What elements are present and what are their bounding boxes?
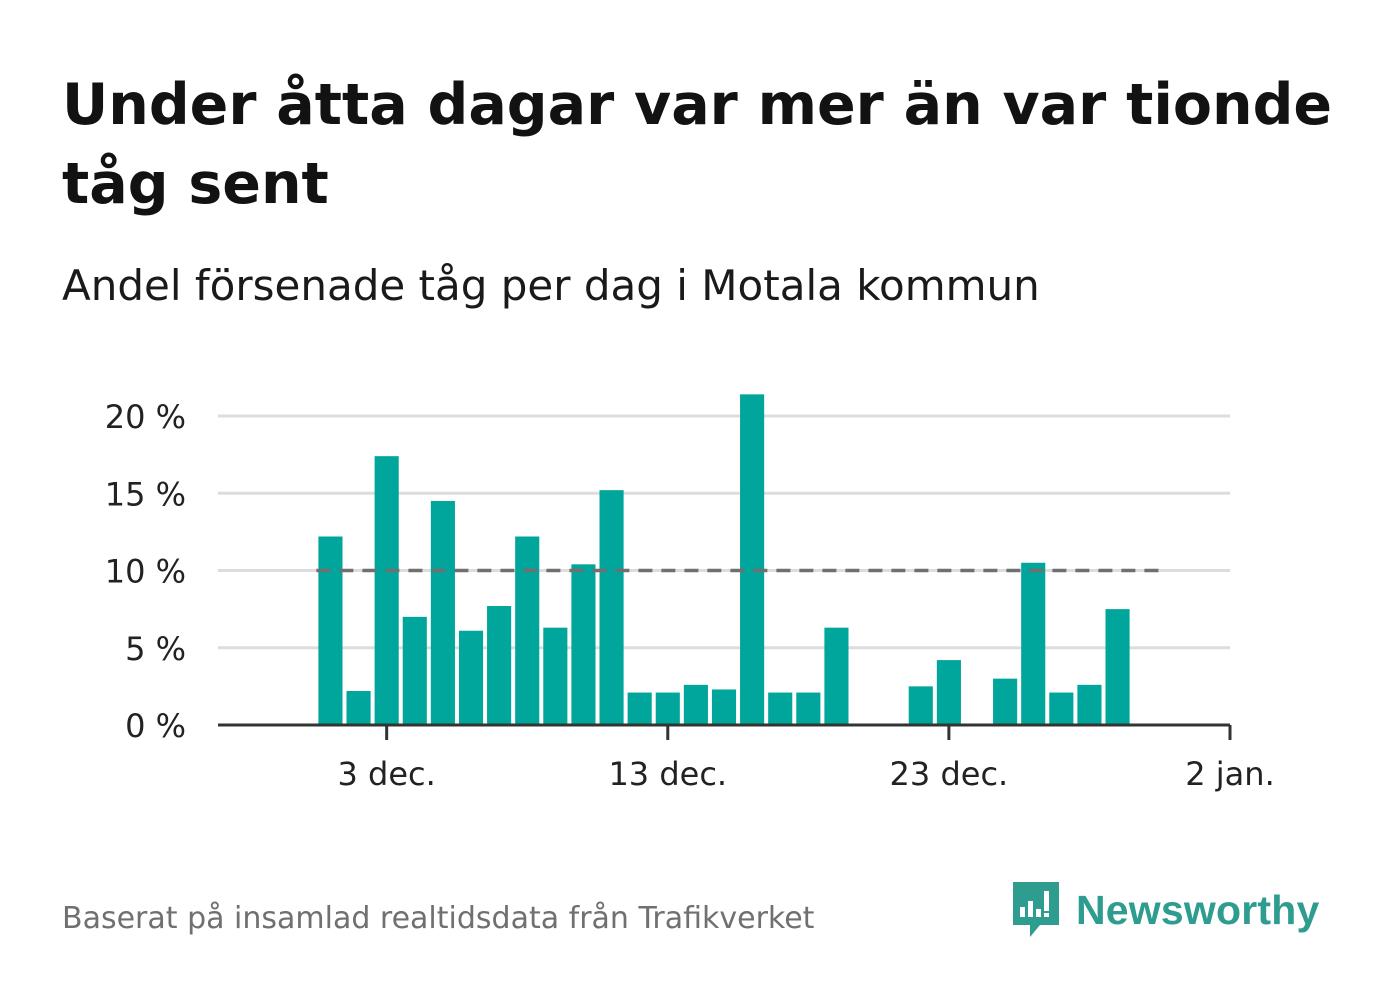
x-tick-label: 13 dec. (608, 755, 727, 793)
bar (430, 500, 455, 725)
bar (543, 627, 568, 725)
bar (740, 394, 765, 725)
bar (993, 678, 1018, 725)
bar (824, 627, 849, 725)
brand-logo[interactable]: Newsworthy (1010, 878, 1320, 942)
x-tick-label: 3 dec. (338, 755, 436, 793)
bar (1105, 609, 1130, 725)
bar (1049, 692, 1074, 725)
chart-subtitle: Andel försenade tåg per dag i Motala kom… (62, 261, 1040, 310)
bar (1021, 562, 1046, 725)
bar (458, 630, 484, 725)
bar (318, 536, 343, 725)
bar (796, 692, 821, 725)
bar (599, 490, 624, 725)
chart-title: Under åtta dagar var mer än var tionde t… (62, 72, 1333, 217)
y-tick-label: 20 % (105, 398, 186, 436)
bar (374, 456, 399, 725)
source-note: Baserat på insamlad realtidsdata från Tr… (62, 901, 815, 936)
x-tick-label: 2 jan. (1185, 755, 1274, 793)
x-tick-label: 23 dec. (890, 755, 1009, 793)
bar (711, 689, 737, 725)
bar (1077, 684, 1102, 725)
newsworthy-logo-icon (1013, 882, 1059, 937)
bar (768, 692, 793, 725)
bar (402, 616, 427, 725)
y-tick-label: 5 % (125, 630, 186, 668)
bar (346, 691, 371, 725)
bars (318, 394, 1130, 725)
bar (487, 606, 512, 725)
bar (683, 684, 708, 725)
bar (908, 686, 933, 725)
y-tick-label: 10 % (105, 553, 186, 591)
bar-chart: 0 % 5 % 10 % 15 % 20 % 3 dec. 13 dec. 23 dec. 2 … (105, 394, 1275, 793)
brand-name: Newsworthy (1076, 886, 1320, 933)
grid-lines (218, 414, 1230, 650)
bar (655, 692, 680, 725)
bar (627, 692, 652, 725)
bar (936, 660, 961, 725)
y-tick-label: 15 % (105, 475, 186, 513)
axes: 0 % 5 % 10 % 15 % 20 % 3 dec. 13 dec. 23 dec. 2 … (105, 398, 1275, 793)
bar (515, 536, 540, 725)
bar (571, 564, 596, 725)
y-tick-label: 0 % (125, 707, 186, 745)
